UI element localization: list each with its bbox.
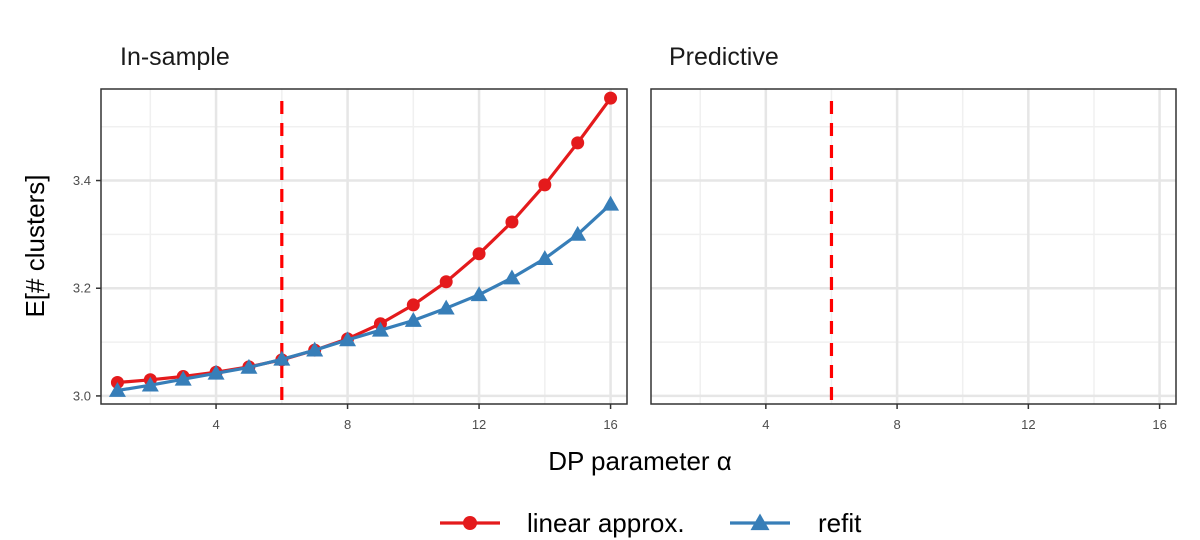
data-point-circle — [604, 91, 618, 105]
data-point-triangle — [108, 382, 126, 397]
data-point-circle — [505, 215, 519, 229]
panel-title-in-sample: In-sample — [120, 43, 230, 71]
series-line-1 — [117, 203, 612, 393]
data-point-circle — [472, 247, 486, 261]
legend-marker-triangle — [750, 513, 770, 531]
x-tick-label: 12 — [1021, 417, 1035, 432]
data-point-circle — [439, 275, 453, 289]
x-tick-label: 16 — [1152, 417, 1166, 432]
data-point-triangle — [569, 225, 587, 241]
x-tick-label: 4 — [212, 417, 219, 432]
data-point-triangle — [273, 350, 291, 366]
x-tick-label: 12 — [472, 417, 486, 432]
data-point-triangle — [437, 299, 455, 315]
data-point-triangle — [404, 312, 422, 327]
data-point-triangle — [470, 286, 488, 302]
data-point-triangle — [503, 269, 521, 285]
data-point-circle — [538, 178, 552, 192]
data-point-triangle — [536, 250, 554, 265]
x-tick-label: 8 — [344, 417, 351, 432]
x-tick-label: 16 — [603, 417, 617, 432]
data-point-triangle — [371, 321, 389, 337]
legend-label-1: refit — [818, 508, 862, 538]
data-point-triangle — [339, 331, 357, 347]
data-point-triangle — [141, 376, 159, 392]
series-line-0 — [117, 97, 612, 385]
data-point-triangle — [602, 195, 620, 211]
panel-border — [100, 88, 628, 405]
y-tick-label: 3.2 — [73, 281, 91, 296]
panel-border — [650, 88, 1177, 405]
data-point-triangle — [240, 358, 258, 374]
data-point-triangle — [174, 370, 192, 386]
legend: linear approx. refit — [440, 508, 862, 538]
data-point-triangle — [207, 364, 225, 380]
x-axis-title: DP parameter α — [548, 446, 732, 476]
legend-marker-circle — [463, 516, 477, 530]
data-point-triangle — [306, 341, 324, 357]
x-tick-label: 4 — [762, 417, 769, 432]
data-point-circle — [406, 298, 420, 312]
data-point-circle — [571, 136, 585, 150]
x-tick-label: 8 — [893, 417, 900, 432]
y-axis-title: E[# clusters] — [20, 174, 50, 317]
y-tick-label: 3.4 — [73, 173, 91, 188]
legend-label-0: linear approx. — [527, 508, 685, 538]
panel-title-predictive: Predictive — [669, 43, 779, 71]
y-tick-label: 3.0 — [73, 388, 91, 403]
